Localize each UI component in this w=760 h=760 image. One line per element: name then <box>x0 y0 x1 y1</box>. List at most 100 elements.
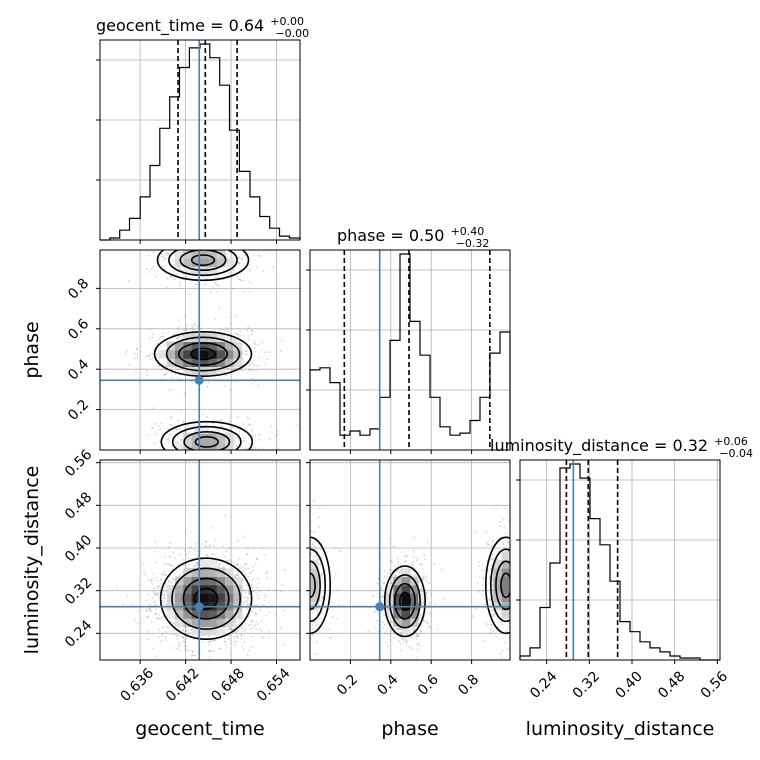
sample-point <box>236 630 239 632</box>
sample-point <box>196 554 199 557</box>
sample-point <box>157 636 160 639</box>
sample-point <box>160 253 163 256</box>
sample-point <box>225 374 228 377</box>
sample-point <box>146 370 148 372</box>
sample-point <box>180 439 182 442</box>
sample-point <box>388 571 391 574</box>
sample-point <box>225 643 228 646</box>
density-cell <box>191 258 201 267</box>
sample-point <box>491 615 494 617</box>
sample-point <box>251 610 253 613</box>
sample-point <box>313 621 316 623</box>
sample-point <box>163 258 166 261</box>
sample-point <box>246 329 249 332</box>
sample-point <box>252 590 255 593</box>
sample-point <box>491 545 493 548</box>
sample-point <box>172 623 175 625</box>
sample-point <box>230 338 233 341</box>
sample-point <box>242 290 245 293</box>
sample-point <box>495 508 497 510</box>
sample-point <box>174 278 176 281</box>
sample-point <box>236 415 239 418</box>
sample-point <box>228 421 231 423</box>
sample-point <box>184 638 187 641</box>
sample-point <box>258 628 261 630</box>
density-cell <box>401 568 411 577</box>
sample-point <box>146 268 149 270</box>
density-cell <box>175 441 184 450</box>
sample-point <box>161 335 164 338</box>
sample-point <box>167 563 170 565</box>
sample-point <box>154 600 157 603</box>
density-cell <box>501 551 510 561</box>
sample-point <box>262 269 265 272</box>
sample-point <box>416 635 419 637</box>
sample-point <box>168 580 171 583</box>
sample-point <box>251 646 254 649</box>
sample-point <box>241 596 244 599</box>
sample-point <box>243 335 245 337</box>
sample-point <box>255 365 257 367</box>
density-cell <box>208 366 217 376</box>
sample-point <box>229 388 232 391</box>
sample-point <box>249 572 252 575</box>
sample-point <box>214 276 217 279</box>
sample-point <box>404 556 406 558</box>
sample-point <box>394 574 397 577</box>
sample-point <box>166 277 169 280</box>
sample-point <box>209 291 212 294</box>
sample-point <box>204 540 207 543</box>
sample-point <box>236 573 239 575</box>
sample-point <box>247 335 250 337</box>
sample-point <box>152 647 154 650</box>
sample-point <box>485 531 487 534</box>
sample-point <box>195 283 198 286</box>
density-cell <box>208 341 217 351</box>
sample-point <box>417 633 420 636</box>
sample-point <box>229 316 232 319</box>
sample-point <box>254 435 257 437</box>
sample-point <box>396 570 399 572</box>
sample-point <box>210 640 212 642</box>
sample-point <box>177 328 179 331</box>
sample-point <box>404 559 407 562</box>
sample-point <box>281 584 284 586</box>
sample-point <box>177 335 180 338</box>
sample-point <box>156 617 159 620</box>
sample-point <box>316 550 319 553</box>
density-cell <box>158 350 167 359</box>
density-cell <box>183 433 192 442</box>
sample-point <box>250 584 253 587</box>
sample-point <box>490 628 493 630</box>
density-cell <box>183 258 192 267</box>
sample-point <box>425 591 428 594</box>
sample-point <box>169 423 172 426</box>
sample-point <box>170 424 173 426</box>
sample-point <box>311 628 314 631</box>
density-cell <box>216 618 226 627</box>
sample-point <box>136 353 139 355</box>
sample-point <box>245 350 248 353</box>
sample-point <box>374 610 377 613</box>
sample-point <box>247 567 250 570</box>
sample-point <box>209 649 212 652</box>
sample-point <box>157 594 160 596</box>
sample-point <box>157 592 160 595</box>
contour-line <box>393 582 416 620</box>
sample-point <box>384 576 386 579</box>
density-cell <box>385 610 394 619</box>
sample-point <box>148 355 151 357</box>
sample-point <box>255 266 258 269</box>
sample-point <box>238 557 241 560</box>
sample-point <box>179 287 182 290</box>
density-cell <box>208 593 217 602</box>
sample-point <box>195 430 198 433</box>
sample-point <box>411 565 414 567</box>
sample-point <box>146 374 149 377</box>
sample-point <box>236 637 239 640</box>
sample-point <box>155 612 157 615</box>
sample-point <box>425 575 428 578</box>
sample-point <box>421 602 424 604</box>
sample-point <box>243 634 246 637</box>
